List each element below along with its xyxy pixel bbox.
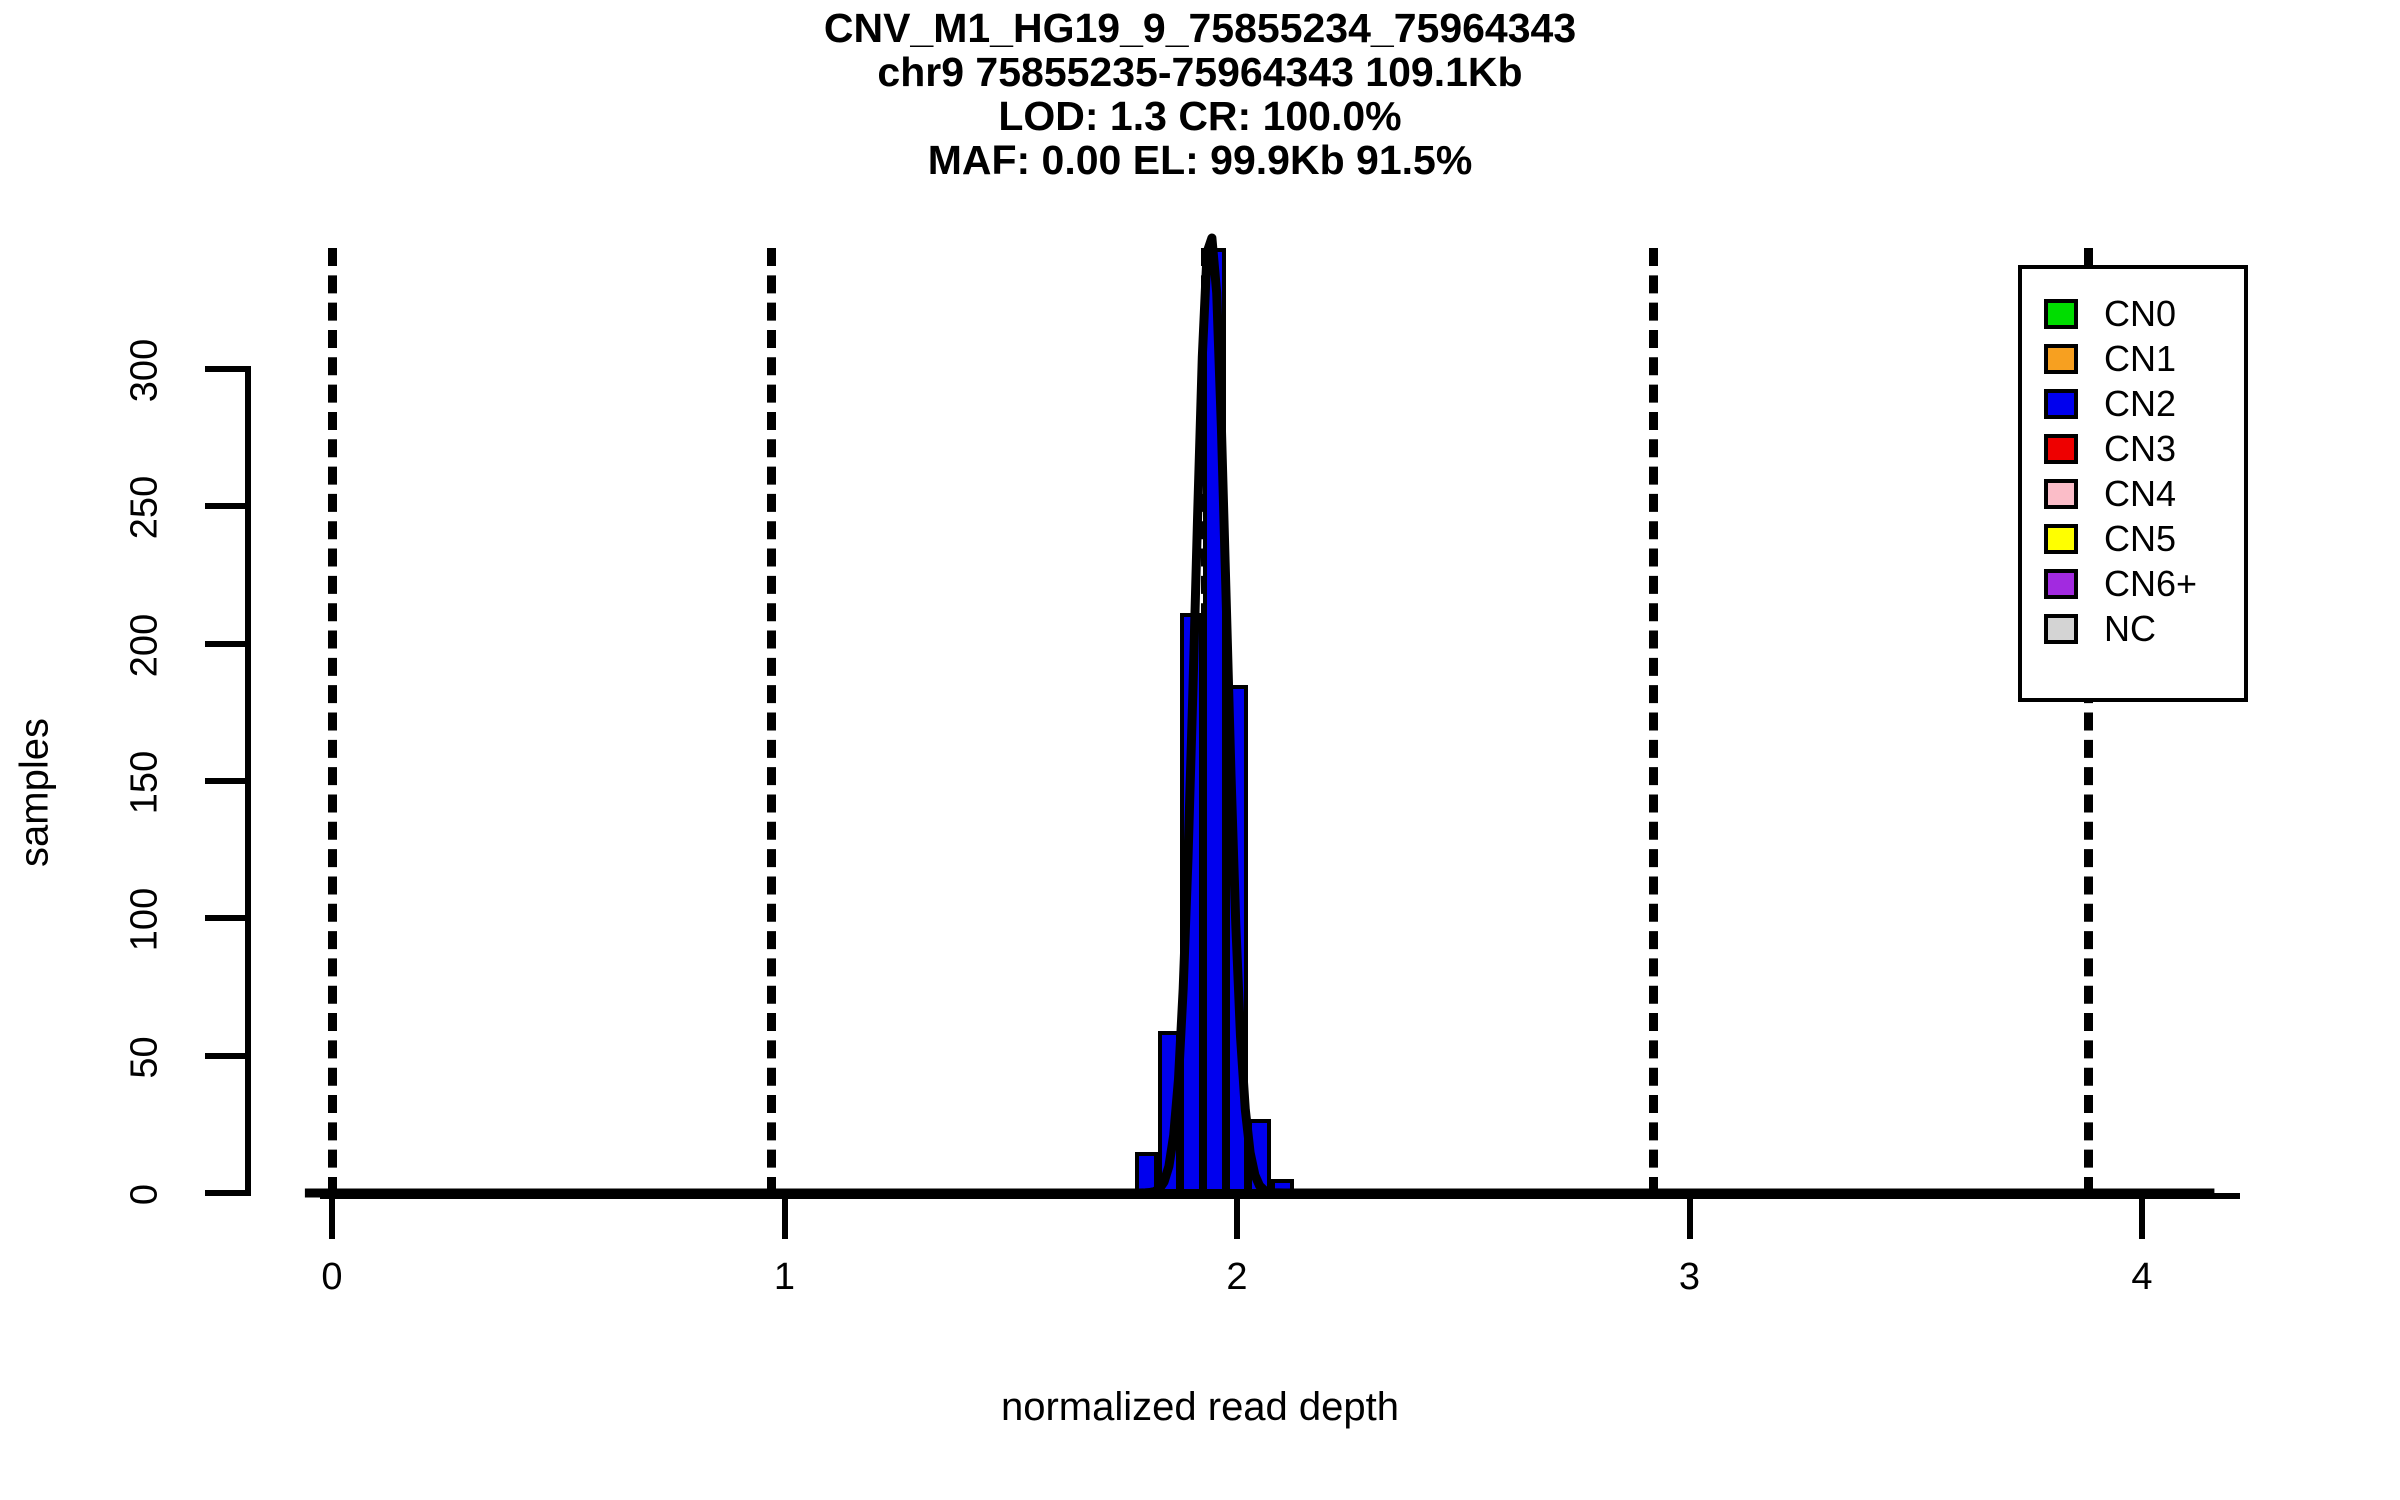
y-tick-label: 50 <box>123 1036 166 1079</box>
x-tick-label: 1 <box>773 1256 796 1298</box>
legend-item-cn6plus[interactable]: CN6+ <box>2044 561 2218 606</box>
x-tick-mark <box>329 1199 335 1239</box>
legend-swatch-icon <box>2044 433 2078 464</box>
legend-items: CN0 CN1 CN2 CN3 CN4 CN5 CN6+ NC <box>2022 269 2244 673</box>
legend-item-cn1[interactable]: CN1 <box>2044 336 2218 381</box>
y-tick-mark <box>205 915 251 922</box>
legend-item-label: CN4 <box>2104 472 2177 514</box>
y-tick-label: 200 <box>123 613 166 677</box>
legend-item-label: CN0 <box>2104 292 2177 334</box>
legend-swatch-icon <box>2044 298 2078 329</box>
y-tick-mark <box>205 1052 251 1059</box>
y-tick-mark <box>205 366 251 372</box>
legend-item-label: CN6+ <box>2104 562 2198 604</box>
y-tick-label: 250 <box>123 476 166 540</box>
legend-item-cn4[interactable]: CN4 <box>2044 471 2218 516</box>
legend-swatch-icon <box>2044 343 2078 374</box>
x-tick-mark <box>2139 1199 2145 1239</box>
legend-item-cn0[interactable]: CN0 <box>2044 291 2218 336</box>
x-tick-label: 2 <box>1226 1256 1248 1298</box>
y-tick-mark <box>205 1190 251 1196</box>
legend-item-label: CN5 <box>2104 517 2177 559</box>
x-axis-line <box>320 1193 2240 1199</box>
legend-swatch-icon <box>2044 568 2078 599</box>
legend-item-label: NC <box>2104 607 2156 649</box>
legend-swatch-icon <box>2044 523 2078 554</box>
x-tick-label: 0 <box>321 1256 343 1298</box>
legend-swatch-icon <box>2044 478 2078 509</box>
legend-item-cn3[interactable]: CN3 <box>2044 426 2218 471</box>
cn-reference-line-3 <box>1649 248 1659 1195</box>
x-tick-mark <box>1234 1199 1240 1239</box>
cn-reference-line-1 <box>766 248 776 1195</box>
cn-reference-line-4 <box>2083 248 2093 1195</box>
y-axis-title: samples <box>12 718 57 867</box>
x-tick-mark <box>781 1199 788 1239</box>
legend-item-label: CN3 <box>2104 427 2177 469</box>
y-tick-label: 0 <box>123 1183 166 1206</box>
x-axis-title: normalized read depth <box>1000 1385 1400 1429</box>
x-tick-mark <box>1686 1199 1693 1239</box>
y-tick-label: 100 <box>123 888 166 952</box>
y-tick-mark <box>205 778 251 784</box>
x-tick-label: 4 <box>2131 1256 2153 1298</box>
x-tick-label: 3 <box>1678 1256 1701 1298</box>
cn-reference-line-0 <box>328 248 337 1195</box>
y-tick-mark <box>205 640 251 647</box>
legend-swatch-icon <box>2044 613 2078 644</box>
y-tick-label: 300 <box>123 338 166 403</box>
legend-item-cn2[interactable]: CN2 <box>2044 381 2218 426</box>
legend-item-cn5[interactable]: CN5 <box>2044 516 2218 561</box>
y-tick-mark <box>205 503 251 510</box>
legend-item-nc[interactable]: NC <box>2044 606 2218 651</box>
legend-item-label: CN2 <box>2104 382 2177 424</box>
y-tick-label: 150 <box>123 750 166 815</box>
legend-item-label: CN1 <box>2104 337 2177 379</box>
legend-swatch-icon <box>2044 388 2078 419</box>
legend: CN0 CN1 CN2 CN3 CN4 CN5 CN6+ NC <box>2018 265 2248 702</box>
